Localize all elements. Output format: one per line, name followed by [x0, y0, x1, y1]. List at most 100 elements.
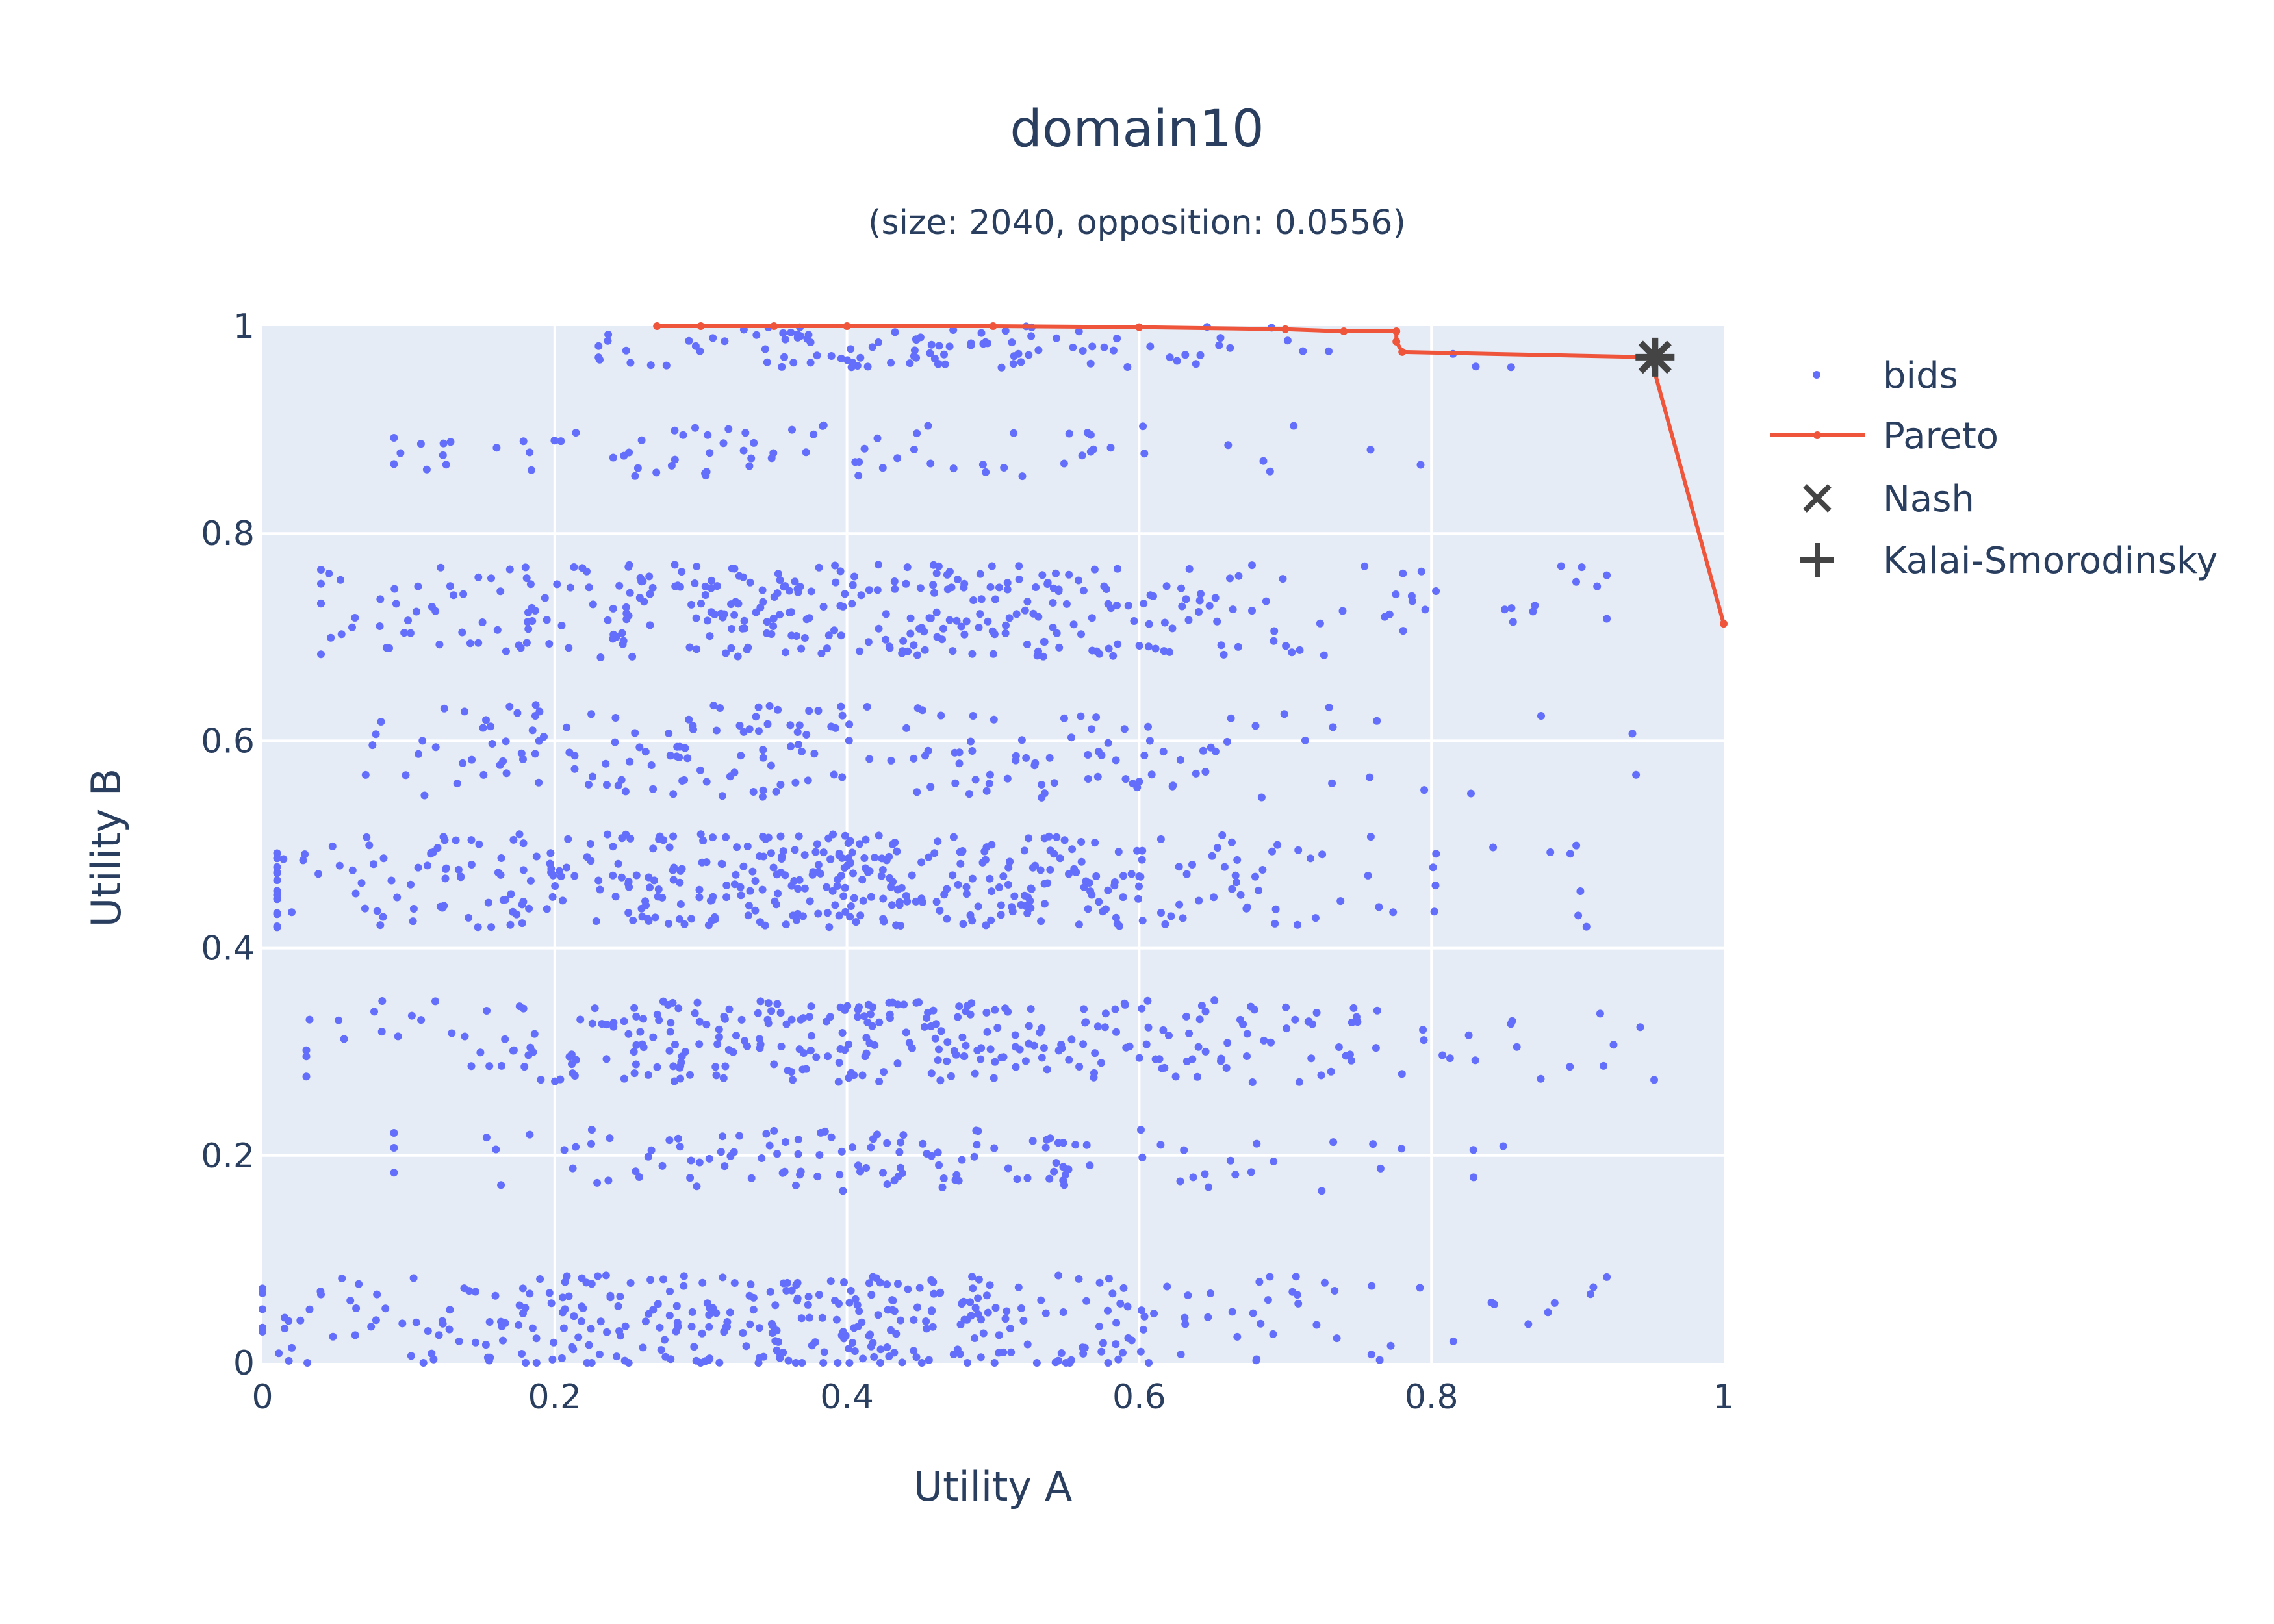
bid-point — [767, 454, 776, 463]
bid-point — [589, 772, 596, 781]
bid-point — [1471, 1056, 1479, 1065]
bid-point — [949, 1351, 958, 1358]
legend-item-kalai-smorodinsky[interactable]: Kalai-Smorodinsky — [1800, 540, 2217, 582]
bid-point — [527, 466, 535, 474]
bid-point — [528, 1324, 537, 1332]
bid-point — [967, 341, 975, 349]
bid-point — [1015, 575, 1023, 583]
bid-point — [702, 1021, 711, 1029]
bid-point — [440, 704, 448, 713]
bid-point — [1147, 770, 1156, 779]
bid-point — [791, 846, 799, 854]
bid-point — [1352, 1013, 1361, 1021]
bid-point — [1072, 868, 1080, 876]
bid-point — [1335, 1043, 1343, 1051]
bid-point — [1333, 1334, 1341, 1343]
bid-point — [1054, 1047, 1063, 1055]
bid-point — [793, 909, 802, 918]
bid-point — [1130, 617, 1138, 625]
bid-point — [387, 876, 396, 885]
bid-point — [1071, 1141, 1080, 1149]
bid-point — [817, 1128, 825, 1137]
bid-point — [701, 582, 709, 590]
bid-point — [779, 329, 787, 337]
bid-point — [482, 1134, 491, 1142]
bid-point — [285, 1356, 293, 1365]
bid-point — [431, 607, 440, 615]
bid-point — [519, 1309, 527, 1317]
bid-point — [531, 712, 539, 720]
bid-point — [790, 877, 798, 885]
bid-point — [1116, 1299, 1125, 1308]
bid-point — [604, 616, 612, 624]
bid-point — [839, 602, 847, 611]
bid-point — [960, 630, 969, 639]
bid-point — [683, 754, 692, 763]
bid-point — [1169, 781, 1177, 790]
bid-point — [698, 1278, 707, 1287]
bid-point — [1513, 1043, 1521, 1051]
bid-point — [1227, 714, 1235, 722]
bid-point — [1266, 1273, 1274, 1281]
bid-point — [758, 793, 767, 801]
bid-point — [416, 440, 425, 448]
bid-point — [770, 1126, 778, 1135]
bid-point — [557, 437, 565, 446]
bid-point — [746, 1320, 754, 1328]
bid-point — [325, 569, 333, 577]
bid-point — [1116, 922, 1123, 930]
bid-point — [1537, 1074, 1545, 1083]
bid-point — [767, 849, 775, 857]
bid-point — [1075, 327, 1083, 336]
legend-item-bids[interactable]: bids — [1813, 355, 1958, 397]
bid-point — [774, 1338, 782, 1346]
bid-point — [943, 915, 951, 923]
bid-point — [1312, 1321, 1321, 1329]
bid-point — [763, 618, 771, 626]
bid-point — [1053, 629, 1061, 637]
bid-point — [759, 754, 767, 762]
bid-point — [1039, 652, 1047, 661]
bid-point — [921, 646, 929, 654]
bid-point — [547, 865, 556, 873]
bid-point — [776, 869, 785, 877]
bid-point — [709, 833, 717, 842]
bid-point — [1327, 1067, 1335, 1076]
bid-point — [1080, 883, 1088, 891]
bid-point — [719, 1074, 728, 1082]
bid-point — [741, 429, 750, 437]
bid-point — [940, 350, 948, 359]
bid-point — [756, 1354, 764, 1362]
bid-point — [1049, 599, 1057, 607]
bid-point — [749, 1293, 758, 1302]
bid-point — [632, 1041, 641, 1049]
bid-point — [1138, 846, 1147, 855]
bid-point — [513, 709, 522, 717]
bid-point — [1175, 863, 1183, 871]
bid-point — [273, 869, 281, 877]
bid-point — [940, 891, 949, 899]
bid-point — [979, 1329, 988, 1338]
bid-point — [676, 900, 685, 908]
bid-point — [1054, 1271, 1063, 1280]
bid-point — [977, 1055, 985, 1063]
bid-point — [392, 600, 400, 608]
bid-point — [969, 596, 978, 604]
bid-point — [361, 904, 369, 913]
bid-point — [1218, 831, 1227, 839]
bid-point — [1122, 1043, 1131, 1052]
bid-point — [492, 1145, 500, 1154]
bid-point — [837, 631, 845, 640]
bid-point — [535, 737, 543, 745]
bid-point — [876, 1278, 884, 1287]
bid-point — [850, 894, 858, 902]
legend-item-nash[interactable]: Nash — [1803, 478, 1974, 520]
bid-point — [931, 1034, 939, 1043]
bid-point — [984, 617, 992, 626]
bid-point — [390, 1144, 398, 1152]
bid-point — [643, 915, 652, 923]
bid-point — [1329, 1138, 1338, 1147]
legend-item-pareto[interactable]: Pareto — [1770, 415, 1999, 457]
bid-point — [390, 1129, 398, 1137]
bid-point — [954, 880, 962, 889]
